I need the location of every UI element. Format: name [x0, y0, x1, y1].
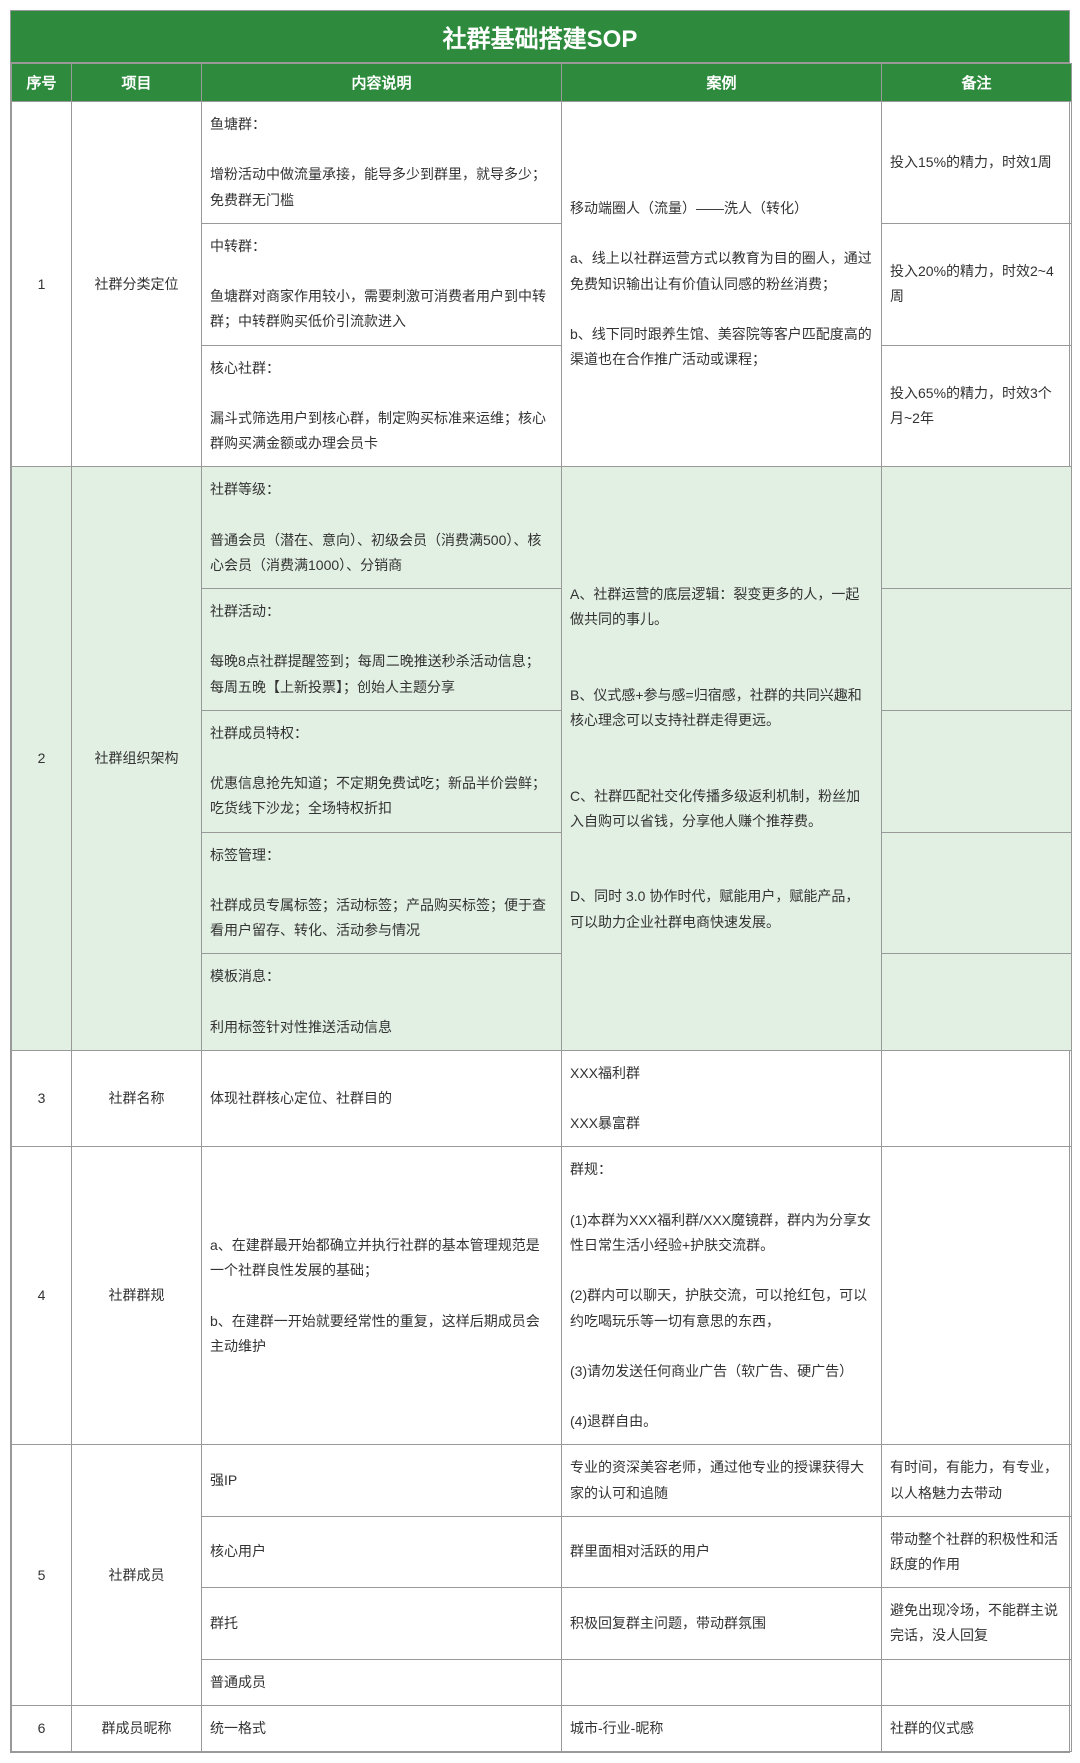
s2-project: 社群组织架构 — [72, 467, 202, 1051]
s6-content: 统一格式 — [202, 1705, 562, 1751]
header-case: 案例 — [562, 64, 882, 102]
header-num: 序号 — [12, 64, 72, 102]
sop-table: 序号 项目 内容说明 案例 备注 1 社群分类定位 鱼塘群： 增粉活动中做流量承… — [11, 63, 1072, 1752]
s1-content-1: 鱼塘群： 增粉活动中做流量承接，能导多少到群里，就导多少；免费群无门槛 — [202, 102, 562, 224]
s4-project: 社群群规 — [72, 1147, 202, 1445]
s1-content-3: 核心社群： 漏斗式筛选用户到核心群，制定购买标准来运维；核心群购买满金额或办理会… — [202, 345, 562, 467]
s4-row: 4 社群群规 a、在建群最开始都确立并执行社群的基本管理规范是一个社群良性发展的… — [12, 1147, 1072, 1445]
s2-remark-3 — [882, 710, 1072, 832]
s2-remark-2 — [882, 589, 1072, 711]
s4-content: a、在建群最开始都确立并执行社群的基本管理规范是一个社群良性发展的基础； b、在… — [202, 1147, 562, 1445]
s2-num: 2 — [12, 467, 72, 1051]
s5-project: 社群成员 — [72, 1445, 202, 1705]
s3-project: 社群名称 — [72, 1050, 202, 1147]
s5-content-3: 群托 — [202, 1588, 562, 1659]
s5-case-3: 积极回复群主问题，带动群氛围 — [562, 1588, 882, 1659]
s2-remark-5 — [882, 954, 1072, 1051]
s3-content: 体现社群核心定位、社群目的 — [202, 1050, 562, 1147]
s1-content-2: 中转群： 鱼塘群对商家作用较小，需要刺激可消费者用户到中转群；中转群购买低价引流… — [202, 223, 562, 345]
s1-remark-2: 投入20%的精力，时效2~4周 — [882, 223, 1072, 345]
s5-remark-4 — [882, 1659, 1072, 1705]
s2-content-1: 社群等级： 普通会员（潜在、意向）、初级会员（消费满500）、核心会员（消费满1… — [202, 467, 562, 589]
s1-remark-3: 投入65%的精力，时效3个月~2年 — [882, 345, 1072, 467]
s5-remark-3: 避免出现冷场，不能群主说完话，没人回复 — [882, 1588, 1072, 1659]
header-content: 内容说明 — [202, 64, 562, 102]
s4-case: 群规： (1)本群为XXX福利群/XXX魔镜群，群内为分享女性日常生活小经验+护… — [562, 1147, 882, 1445]
s2-content-5: 模板消息： 利用标签针对性推送活动信息 — [202, 954, 562, 1051]
s3-remark — [882, 1050, 1072, 1147]
s5-num: 5 — [12, 1445, 72, 1705]
s2-content-4: 标签管理： 社群成员专属标签；活动标签；产品购买标签；便于查看用户留存、转化、活… — [202, 832, 562, 954]
header-project: 项目 — [72, 64, 202, 102]
s6-case: 城市-行业-昵称 — [562, 1705, 882, 1751]
s4-remark — [882, 1147, 1072, 1445]
header-row: 序号 项目 内容说明 案例 备注 — [12, 64, 1072, 102]
s5-row1: 5 社群成员 强IP 专业的资深美容老师，通过他专业的授课获得大家的认可和追随 … — [12, 1445, 1072, 1516]
s4-num: 4 — [12, 1147, 72, 1445]
s5-content-2: 核心用户 — [202, 1516, 562, 1587]
s5-case-4 — [562, 1659, 882, 1705]
s6-project: 群成员昵称 — [72, 1705, 202, 1751]
s2-content-2: 社群活动： 每晚8点社群提醒签到；每周二晚推送秒杀活动信息；每周五晚【上新投票】… — [202, 589, 562, 711]
s2-remark-1 — [882, 467, 1072, 589]
sop-table-container: 社群基础搭建SOP 序号 项目 内容说明 案例 备注 1 社群分类定位 鱼塘群：… — [10, 10, 1070, 1753]
s6-num: 6 — [12, 1705, 72, 1751]
s5-remark-1: 有时间，有能力，有专业，以人格魅力去带动 — [882, 1445, 1072, 1516]
s1-num: 1 — [12, 102, 72, 467]
s6-row: 6 群成员昵称 统一格式 城市-行业-昵称 社群的仪式感 — [12, 1705, 1072, 1751]
s5-case-1: 专业的资深美容老师，通过他专业的授课获得大家的认可和追随 — [562, 1445, 882, 1516]
s5-content-4: 普通成员 — [202, 1659, 562, 1705]
s6-remark: 社群的仪式感 — [882, 1705, 1072, 1751]
s3-row: 3 社群名称 体现社群核心定位、社群目的 XXX福利群 XXX暴富群 — [12, 1050, 1072, 1147]
s2-row1: 2 社群组织架构 社群等级： 普通会员（潜在、意向）、初级会员（消费满500）、… — [12, 467, 1072, 589]
s5-case-2: 群里面相对活跃的用户 — [562, 1516, 882, 1587]
s1-case: 移动端圈人（流量）——洗人（转化） a、线上以社群运营方式以教育为目的圈人，通过… — [562, 102, 882, 467]
s5-remark-2: 带动整个社群的积极性和活跃度的作用 — [882, 1516, 1072, 1587]
s1-project: 社群分类定位 — [72, 102, 202, 467]
s2-content-3: 社群成员特权： 优惠信息抢先知道；不定期免费试吃；新品半价尝鲜；吃货线下沙龙；全… — [202, 710, 562, 832]
s3-case: XXX福利群 XXX暴富群 — [562, 1050, 882, 1147]
s1-row1: 1 社群分类定位 鱼塘群： 增粉活动中做流量承接，能导多少到群里，就导多少；免费… — [12, 102, 1072, 224]
s3-num: 3 — [12, 1050, 72, 1147]
table-title: 社群基础搭建SOP — [11, 11, 1069, 63]
s2-remark-4 — [882, 832, 1072, 954]
s1-remark-1: 投入15%的精力，时效1周 — [882, 102, 1072, 224]
s5-content-1: 强IP — [202, 1445, 562, 1516]
s2-case: A、社群运营的底层逻辑：裂变更多的人，一起做共同的事儿。 B、仪式感+参与感=归… — [562, 467, 882, 1051]
header-remark: 备注 — [882, 64, 1072, 102]
